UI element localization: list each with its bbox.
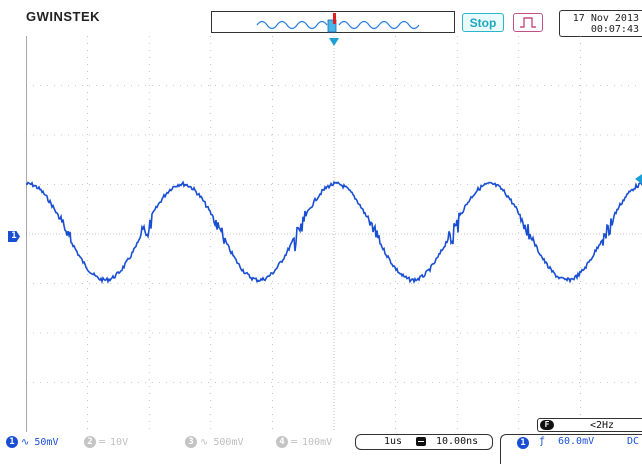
ch2-scale: 10V bbox=[110, 437, 129, 448]
frequency-value: <2Hz bbox=[590, 420, 615, 431]
ch1-waveform-trace bbox=[26, 180, 642, 285]
frequency-counter: F <2Hz bbox=[537, 418, 642, 432]
horizontal-position-icon bbox=[416, 437, 426, 446]
ch3-scale: 500mV bbox=[213, 437, 244, 448]
ch4-badge: 4 bbox=[276, 436, 288, 448]
ac-coupling-icon: ∿ bbox=[21, 437, 30, 448]
trigger-level-marker-icon bbox=[635, 174, 642, 184]
time-per-div: 1us bbox=[384, 436, 403, 447]
trigger-level: 60.0mV bbox=[558, 436, 595, 447]
trigger-source-badge: 1 bbox=[517, 437, 529, 449]
brand-logo: GWINSTEK bbox=[26, 9, 101, 24]
date-text: 17 Nov 2013 bbox=[572, 13, 639, 24]
horizontal-setting[interactable]: 1us 10.00ns bbox=[355, 434, 493, 450]
graticule bbox=[26, 36, 642, 432]
timeline-waveform-icon bbox=[256, 13, 420, 33]
channel-1-setting[interactable]: 1 ∿ 50mV bbox=[6, 436, 58, 449]
run-stop-indicator[interactable]: Stop bbox=[462, 13, 504, 32]
trigger-coupling: DC bbox=[627, 436, 640, 447]
ch1-badge: 1 bbox=[6, 436, 18, 448]
memory-timeline-bar[interactable] bbox=[211, 11, 455, 33]
ch4-scale: 100mV bbox=[302, 437, 333, 448]
ch3-badge: 3 bbox=[185, 436, 197, 448]
rising-edge-icon: ƒ bbox=[539, 436, 546, 447]
horizontal-position: 10.00ns bbox=[436, 436, 479, 447]
dc-coupling-icon: ═ bbox=[291, 437, 298, 448]
trigger-mode-button[interactable] bbox=[513, 13, 543, 32]
channel-3-setting[interactable]: 3 ∿ 500mV bbox=[185, 436, 244, 449]
single-pulse-icon bbox=[520, 17, 536, 28]
date-time-display: 17 Nov 2013 00:07:43 bbox=[559, 10, 642, 37]
time-text: 00:07:43 bbox=[590, 24, 639, 35]
channel-2-setting[interactable]: 2 ═ 10V bbox=[84, 436, 128, 449]
ch1-ground-marker[interactable]: 1 bbox=[8, 231, 20, 242]
top-status-bar: GWINSTEK Stop 17 Nov 2013 00:07:43 bbox=[0, 0, 642, 37]
waveform-display bbox=[26, 36, 642, 432]
channel-4-setting[interactable]: 4 ═ 100mV bbox=[276, 436, 332, 449]
frequency-counter-icon: F bbox=[540, 420, 554, 430]
ac-coupling-icon: ∿ bbox=[200, 437, 209, 448]
ch2-badge: 2 bbox=[84, 436, 96, 448]
dc-coupling-icon: ═ bbox=[99, 437, 106, 448]
trigger-setting[interactable]: 1 ƒ 60.0mV DC bbox=[500, 434, 642, 464]
ch1-scale: 50mV bbox=[34, 437, 59, 448]
